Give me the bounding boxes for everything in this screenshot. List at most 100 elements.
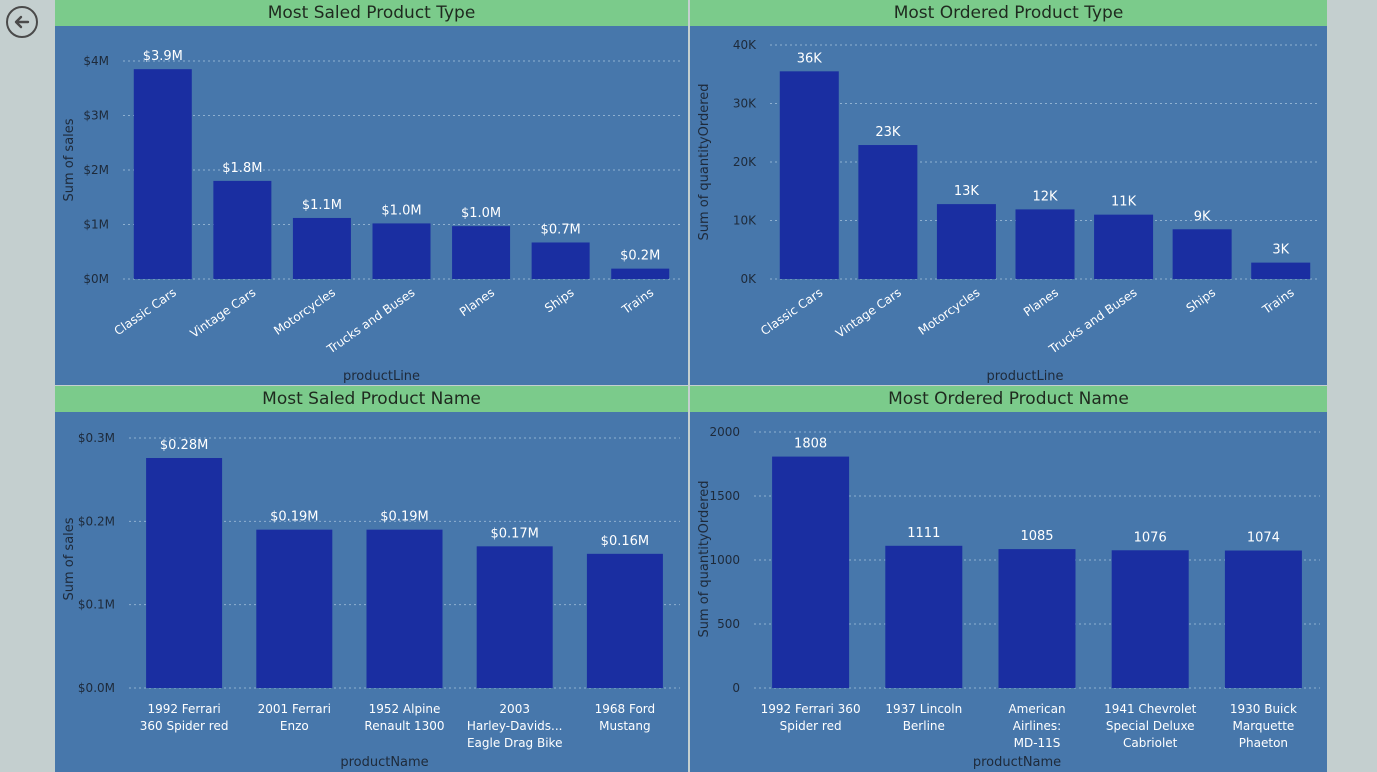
category-label-line: Enzo	[280, 719, 309, 733]
category-label: Classic Cars	[112, 285, 179, 338]
category-label-line: Spider red	[780, 719, 842, 733]
data-label: 1076	[1134, 530, 1167, 545]
category-label: Trains	[1259, 285, 1297, 317]
category-label-line: 1968 Ford	[595, 702, 656, 716]
category-label-line: 2001 Ferrari	[258, 702, 331, 716]
y-tick-label: 500	[717, 617, 740, 631]
quantity-by-product-name-panel[interactable]: Most Ordered Product Name 0 500 1000 1500 20…	[690, 386, 1327, 772]
data-label: $0.2M	[620, 249, 660, 264]
y-axis-title: Sum of sales	[62, 118, 77, 201]
category-label-line: 1930 Buick	[1230, 702, 1297, 716]
category-label: 1992 Ferrari 360 Spider red	[140, 702, 229, 733]
y-tick-label: $0.2M	[78, 514, 115, 528]
category-label-line: Eagle Drag Bike	[467, 736, 563, 750]
quantity-by-product-name-chart: 0 500 1000 1500 2000 1808 1992 Ferrari 360 Spid…	[697, 425, 1320, 770]
bar[interactable]	[936, 204, 996, 279]
y-axis-title: Sum of sales	[62, 517, 77, 600]
category-label: Classic Cars	[758, 285, 825, 338]
bar[interactable]	[372, 223, 431, 279]
category-label-line: 360 Spider red	[140, 719, 229, 733]
bar[interactable]	[133, 69, 192, 279]
bar[interactable]	[213, 180, 272, 279]
category-label-line: 1952 Alpine	[369, 702, 441, 716]
bar[interactable]	[1224, 550, 1302, 688]
chart-title: Most Saled Product Type	[55, 0, 688, 26]
bar[interactable]	[1015, 209, 1075, 279]
bar[interactable]	[366, 529, 443, 688]
category-label: 2003 Harley-Davids... Eagle Drag Bike	[467, 702, 563, 750]
category-label: Trucks and Buses	[324, 285, 418, 357]
data-label: 23K	[875, 125, 901, 140]
bar[interactable]	[885, 545, 963, 688]
category-label: 2001 Ferrari Enzo	[258, 702, 331, 733]
category-label: 1930 Buick Marquette Phaeton	[1230, 702, 1297, 750]
bar[interactable]	[1094, 214, 1154, 279]
category-label: 1937 Lincoln Berline	[885, 702, 962, 733]
sales-by-product-name-panel[interactable]: Most Saled Product Name $0.0M $0.1M $0.2M $…	[55, 386, 688, 772]
y-tick-label: $0.1M	[78, 598, 115, 612]
bar[interactable]	[146, 458, 223, 688]
y-tick-label: 10K	[733, 214, 757, 228]
category-label-line: Marquette	[1232, 719, 1294, 733]
y-tick-label: 20K	[733, 155, 757, 169]
data-label: $3.9M	[143, 49, 183, 64]
bar[interactable]	[779, 71, 839, 279]
bar[interactable]	[292, 217, 351, 279]
x-axis-title: productName	[973, 755, 1061, 770]
x-axis-title: productLine	[343, 369, 420, 384]
category-label: Vintage Cars	[833, 285, 904, 340]
back-button[interactable]	[6, 6, 38, 38]
category-label-line: Airlines:	[1013, 719, 1061, 733]
category-label-line: 2003	[499, 702, 530, 716]
category-label: Planes	[457, 285, 497, 319]
chart-title: Most Ordered Product Name	[690, 386, 1327, 412]
y-tick-label: 0	[732, 681, 740, 695]
data-label: 1085	[1020, 529, 1053, 544]
data-label: $0.17M	[490, 526, 538, 541]
sales-by-product-name-chart: $0.0M $0.1M $0.2M $0.3M $0.28M 1992 Ferrari 36…	[62, 431, 680, 770]
y-tick-label: 30K	[733, 97, 757, 111]
bar[interactable]	[531, 242, 590, 279]
data-label: $0.16M	[601, 534, 649, 549]
y-tick-label: $0M	[83, 272, 109, 286]
back-arrow-circle-icon	[14, 15, 30, 29]
bar[interactable]	[998, 549, 1076, 688]
category-label: 1952 Alpine Renault 1300	[364, 702, 444, 733]
quantity-by-product-type-panel[interactable]: Most Ordered Product Type 0K 10K 20K 30K 40K…	[690, 0, 1327, 385]
sales-by-product-type-chart: $0M $1M $2M $3M $4M $3.9M Classic Cars $1.8M Vin…	[62, 49, 680, 384]
bar[interactable]	[772, 456, 850, 688]
quantity-by-product-type-chart: 0K 10K 20K 30K 40K 36K Classic Cars 23K Vintage …	[697, 38, 1320, 384]
data-label: $1.1M	[302, 198, 342, 213]
sales-by-product-type-panel[interactable]: Most Saled Product Type $0M $1M $2M $3M $4M $…	[55, 0, 688, 385]
data-label: 3K	[1272, 243, 1289, 258]
bar[interactable]	[476, 546, 553, 688]
bar[interactable]	[452, 226, 511, 279]
category-label: American Airlines: MD-11S	[1008, 702, 1065, 750]
bar[interactable]	[256, 529, 333, 688]
y-tick-label: $3M	[83, 109, 109, 123]
category-label-line: Cabriolet	[1123, 736, 1178, 750]
category-label: Motorcycles	[271, 285, 338, 338]
category-label-line: American	[1008, 702, 1065, 716]
data-label: $1.8M	[222, 161, 262, 176]
x-axis-title: productName	[340, 755, 428, 770]
bar[interactable]	[1251, 262, 1311, 279]
bar[interactable]	[1172, 229, 1232, 279]
bar[interactable]	[858, 145, 918, 279]
y-tick-label: 2000	[709, 425, 740, 439]
y-tick-label: $0.3M	[78, 431, 115, 445]
category-label-line: Berline	[903, 719, 945, 733]
data-label: $0.7M	[541, 222, 581, 237]
data-label: $0.28M	[160, 438, 208, 453]
data-label: $0.19M	[380, 510, 428, 525]
data-label: $1.0M	[461, 206, 501, 221]
bar[interactable]	[611, 268, 670, 279]
category-label-line: 1937 Lincoln	[885, 702, 962, 716]
data-label: 1111	[907, 526, 940, 541]
bar[interactable]	[586, 553, 663, 688]
category-label-line: 1992 Ferrari	[147, 702, 220, 716]
bar[interactable]	[1111, 550, 1189, 688]
category-label: Motorcycles	[916, 285, 983, 338]
y-tick-label: $0.0M	[78, 681, 115, 695]
category-label: 1992 Ferrari 360 Spider red	[761, 702, 861, 733]
